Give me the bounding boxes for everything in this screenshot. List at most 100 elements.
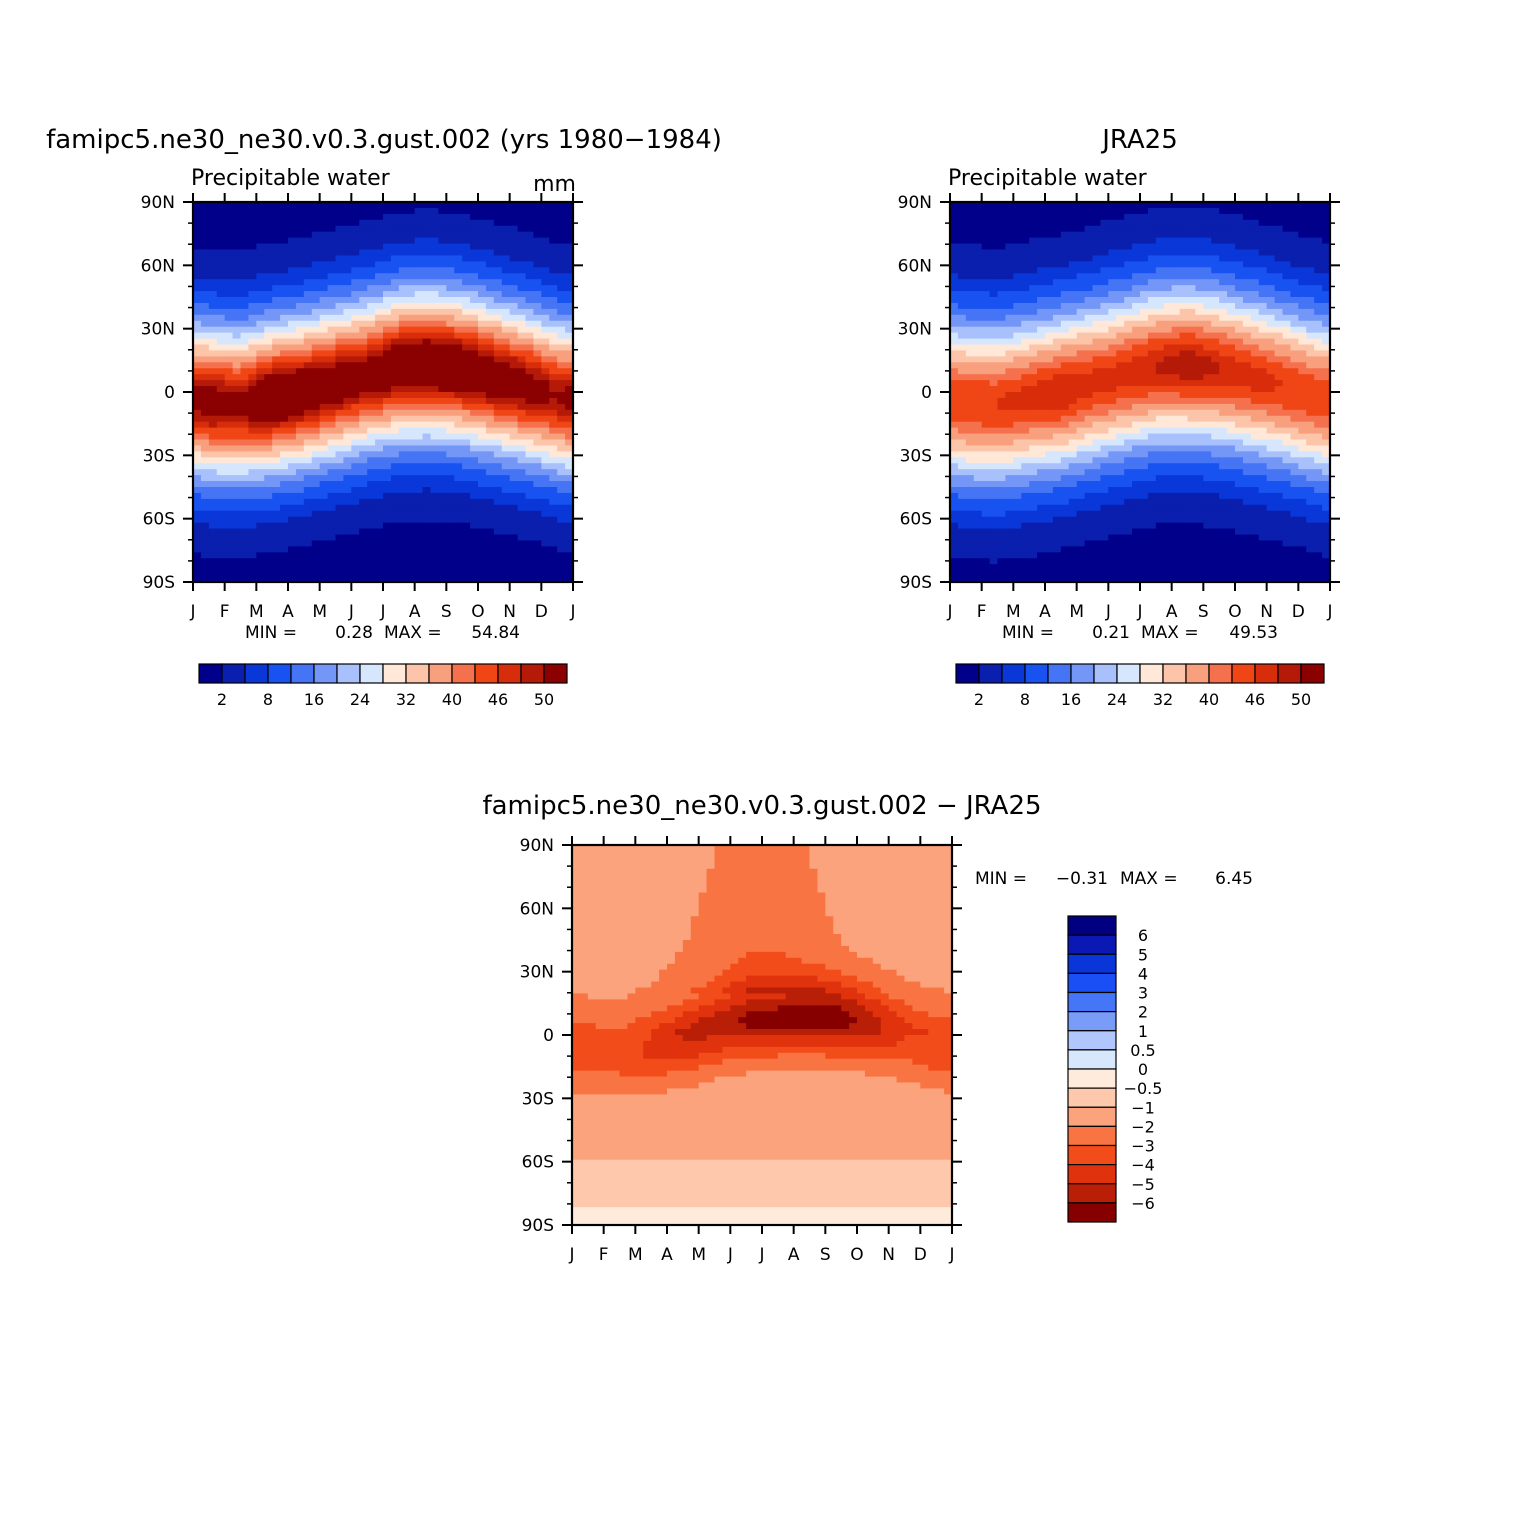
panel2-cell [1108, 213, 1117, 221]
panel1-cell [343, 504, 352, 512]
panel2-cell [957, 314, 967, 322]
panel1-cell [248, 332, 257, 340]
panel2-cell [1242, 314, 1252, 322]
panel1-cell [470, 237, 479, 245]
panel1-cell [200, 570, 210, 577]
panel2-cell [950, 261, 959, 268]
panel2-cell [1258, 249, 1268, 257]
panel1-cell [359, 314, 368, 322]
panel1-cell [422, 261, 432, 268]
panel1-cell [367, 285, 376, 292]
panel2-cell [1266, 350, 1276, 357]
panel2-cell [997, 356, 1007, 363]
panel1-cell [375, 261, 384, 268]
panel1-cell [224, 516, 234, 524]
panel2-cell [981, 302, 991, 310]
panel1-cell [311, 409, 321, 417]
panel1-cell [414, 243, 424, 251]
panel1-cell [493, 421, 503, 429]
panel1-cell [240, 409, 250, 417]
panel2-cell [973, 386, 983, 393]
panel2-cell [1005, 237, 1014, 245]
panel1-cell [200, 522, 210, 530]
panel1-cell [367, 314, 376, 322]
panel1-cell [193, 314, 202, 322]
panel2-cell [1068, 243, 1078, 251]
panel1-cell [517, 558, 527, 565]
panel2-cell [1052, 421, 1062, 429]
panel1-cell [478, 291, 487, 298]
panel2-cell [989, 397, 999, 405]
panel1-cell [533, 237, 542, 245]
panel1-cell [327, 261, 337, 268]
panel2-cell [1195, 202, 1204, 209]
panel1-cell [501, 439, 511, 447]
panel1-cell [280, 308, 289, 316]
panel1-cell [208, 409, 218, 417]
panel2-cell [1124, 308, 1133, 316]
panel2-cell [1100, 237, 1109, 245]
panel2-cell [1314, 403, 1323, 411]
panel2-cell [950, 392, 959, 399]
panel2-cell [1116, 231, 1125, 239]
panel2-cell [1045, 314, 1054, 322]
panel2-cell [973, 213, 983, 221]
panel1-cell [248, 403, 257, 411]
panel2-cell [1171, 332, 1181, 340]
panel2-cell [1266, 285, 1276, 292]
panel1-cell [438, 213, 447, 221]
panel1-cell [517, 415, 527, 423]
panel1-cell [216, 498, 226, 506]
panel1-cell [327, 308, 337, 316]
panel1-cell [509, 302, 519, 310]
panel1-cell [288, 409, 297, 417]
panel2-cell [973, 397, 983, 405]
panel1-cell [430, 392, 440, 399]
panel2-cell [1187, 202, 1197, 209]
panel1-cell [280, 344, 289, 352]
panel1-cell [343, 237, 352, 245]
panel1-cell [208, 285, 218, 292]
panel2-cell [1314, 415, 1323, 423]
panel1-cell [295, 267, 305, 274]
panel1-cell [200, 374, 210, 381]
panel2-cell [1250, 202, 1260, 209]
panel1-cell [470, 231, 479, 239]
panel1-colorbar-box [221, 663, 246, 684]
panel2-cell [1021, 368, 1030, 375]
panel1-cell [517, 356, 527, 363]
panel1-cell [240, 350, 250, 357]
panel1-cell [224, 403, 234, 411]
panel2-cell [1092, 344, 1102, 352]
panel1-cell [501, 510, 511, 518]
panel1-cell [193, 237, 202, 245]
panel2-cell [1060, 202, 1070, 209]
panel1-cell [493, 356, 503, 363]
panel1-cell [525, 487, 535, 494]
panel1-cell [446, 291, 455, 298]
panel2-cell [1084, 285, 1094, 292]
panel1-cell [383, 516, 392, 524]
panel2-cell [1060, 362, 1070, 369]
panel1-cell [422, 249, 432, 257]
panel1-cell [438, 570, 447, 577]
panel2-cell [1029, 350, 1038, 357]
panel2-cell [1037, 237, 1046, 245]
panel1-cell [525, 522, 535, 530]
panel2-cell [1005, 392, 1014, 399]
panel2-cell [1203, 297, 1212, 304]
panel1-cell [422, 302, 432, 310]
panel2-cell [1108, 314, 1117, 322]
panel1-cell [446, 308, 455, 316]
panel2-cell [1092, 297, 1102, 304]
panel2-cell [1242, 403, 1252, 411]
panel1-cell [525, 469, 535, 476]
panel2-cell [1274, 415, 1284, 423]
panel2-cell [1108, 338, 1117, 346]
panel2-cell [1274, 368, 1284, 375]
panel1-cell [311, 504, 321, 512]
panel2-cell [1235, 397, 1244, 405]
panel1-cell [493, 261, 503, 268]
panel1-cell [565, 285, 574, 292]
panel2-cell [1163, 415, 1173, 423]
